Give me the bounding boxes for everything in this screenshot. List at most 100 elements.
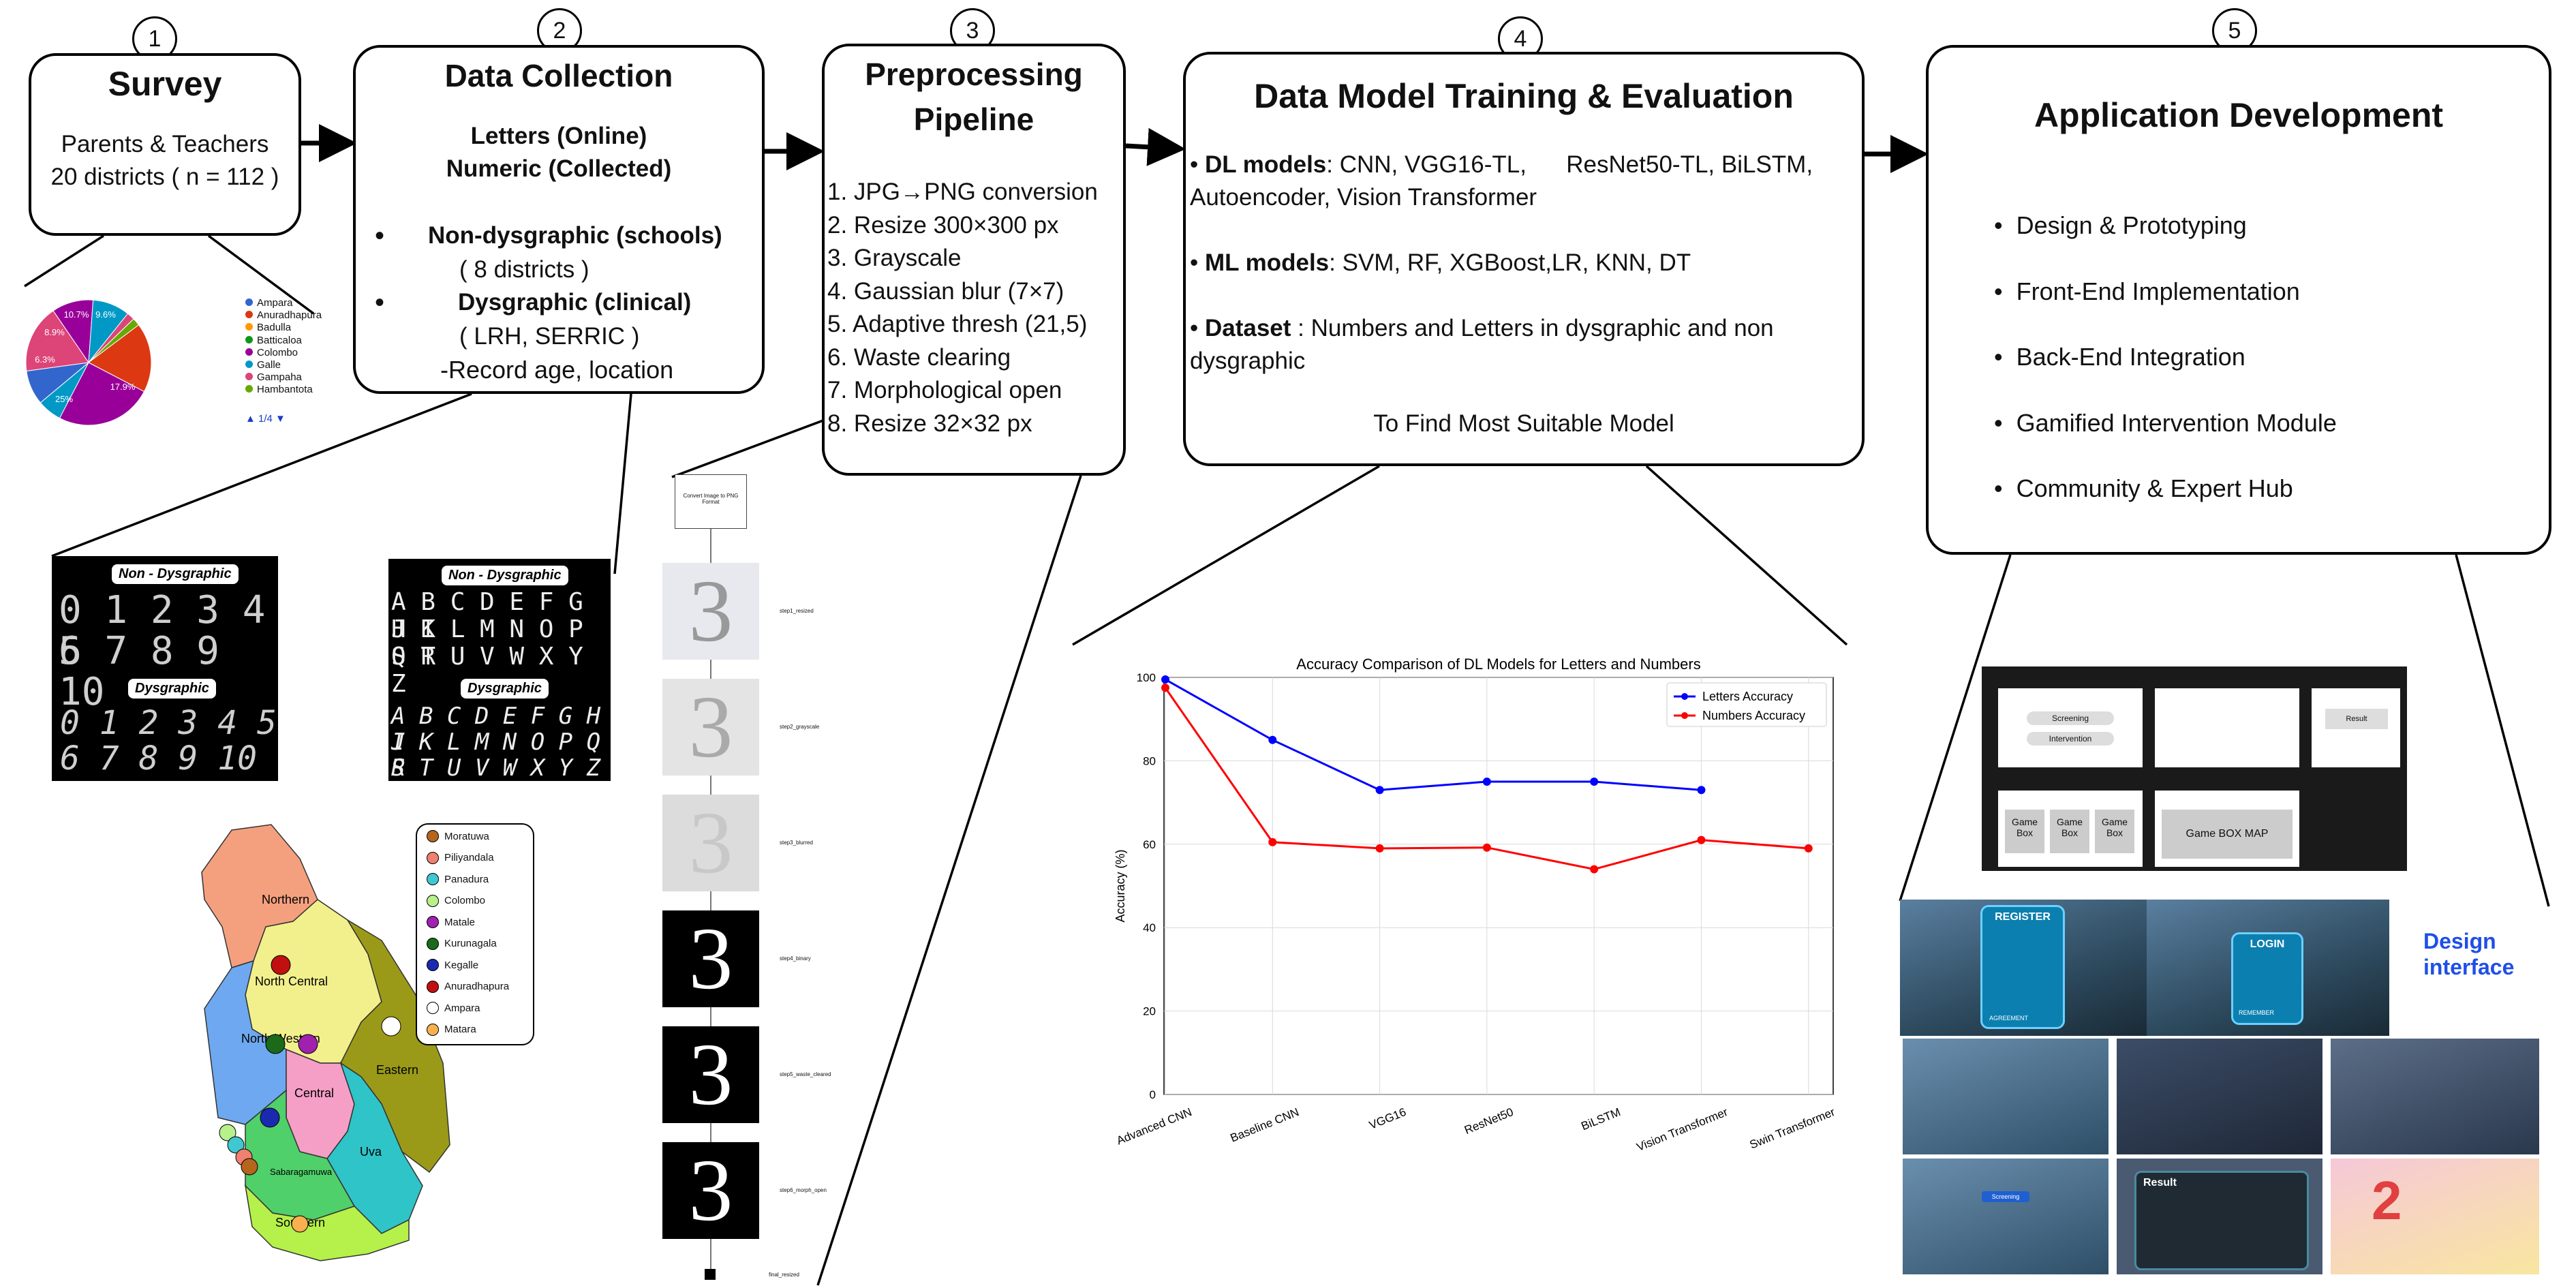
game-box-wire: Game Box — [2050, 810, 2089, 853]
app-dev-item: • Back-End Integration — [1994, 343, 2245, 371]
pie-legend-label: Gampaha — [257, 371, 302, 384]
legend-dot-icon — [427, 873, 439, 885]
nd-numbers-row2: 6 7 8 9 10 — [59, 629, 220, 714]
legend-dot-icon — [427, 980, 439, 993]
preprocessing-step: 8. Resize 32×32 px — [827, 410, 1032, 437]
register-screen: REGISTER AGREEMENT — [1900, 900, 2147, 1036]
app-dev-item-label: Design & Prototyping — [2016, 211, 2247, 239]
preprocessing-step: 1. JPG→PNG conversion — [827, 179, 1098, 205]
preprocessing-step: 4. Gaussian blur (7×7) — [827, 277, 1064, 305]
pipeline-step-label: step5_waste_cleared — [780, 1071, 831, 1077]
legend-dot-icon — [245, 311, 253, 319]
pie-legend-pager[interactable]: ▲ 1/4 ▼ — [245, 413, 286, 425]
preprocessing-step: 2. Resize 300×300 px — [827, 211, 1059, 239]
numbers-game-screen — [1903, 1039, 2109, 1154]
pipeline-end-marker — [705, 1269, 716, 1280]
legend-dot-icon — [245, 348, 253, 356]
register-panel: REGISTER AGREEMENT — [1980, 905, 2065, 1029]
d-label-numbers: Dysgraphic — [128, 679, 216, 699]
map-legend-item: Panadura — [427, 873, 489, 885]
preprocessing-step: 7. Morphological open — [827, 377, 1062, 403]
legend-dot-icon — [427, 894, 439, 907]
pipeline-step-image: 3 — [662, 910, 759, 1007]
map-legend-label: Matale — [444, 916, 476, 928]
map-legend-item: Colombo — [427, 894, 485, 907]
numbers-sample-image: Non - Dysgraphic 0 1 2 3 4 5 6 7 8 9 10 … — [52, 556, 278, 781]
screening-button[interactable]: Screening — [1982, 1191, 2029, 1202]
pie-legend-item: Anuradhapura — [245, 309, 322, 321]
nd-numbers-row1: 0 1 2 3 4 5 — [59, 588, 266, 673]
numeric-source: Numeric (Collected) — [446, 155, 672, 182]
map-legend-label: Anuradhapura — [444, 981, 510, 992]
dl-models-list: : CNN, VGG16-TL, ResNet50-TL, BiLSTM, — [1326, 151, 1813, 178]
preprocessing-box: Preprocessing Pipeline 1. JPG→PNG conver… — [822, 44, 1126, 476]
legend-dot-icon — [245, 373, 253, 381]
pie-legend-label: Hambantota — [257, 384, 313, 396]
map-legend-item: Ampara — [427, 1002, 480, 1014]
dysgraphic-clinics: ( LRH, SERRIC ) — [459, 323, 640, 350]
app-dev-item-label: Back-End Integration — [2016, 343, 2245, 371]
wireframe-slide-9: Game Box Game Box Game Box — [1998, 791, 2143, 867]
agreement-checkbox[interactable]: AGREEMENT — [1989, 1015, 2029, 1022]
pie-legend-item: Batticaloa — [245, 335, 302, 346]
non-dysgraphic-districts: ( 8 districts ) — [459, 256, 589, 283]
ml-models-list: : SVM, RF, XGBoost,LR, KNN, DT — [1329, 249, 1691, 276]
ml-models-label: ML models — [1204, 249, 1330, 276]
written-numbers-screen — [2331, 1039, 2539, 1154]
pie-legend-item: Hambantota — [245, 384, 313, 395]
design-interface-label: Design interface — [2423, 928, 2514, 980]
pie-legend-label: Anuradhapura — [257, 309, 322, 322]
pipeline-step-label: step2_grayscale — [780, 724, 820, 730]
bullet-dot: • — [375, 221, 385, 251]
zoom-lines — [24, 234, 2550, 1286]
preprocessing-step: 6. Waste clearing — [827, 343, 1011, 371]
app-dev-item-label: Gamified Intervention Module — [2016, 408, 2337, 437]
design-label-line-1: Design — [2423, 929, 2496, 953]
record-note: -Record age, location — [440, 356, 674, 384]
wireframe-slide-2 — [2155, 688, 2299, 767]
pipeline-step-label: step4_binary — [780, 955, 811, 962]
survey-line-2: 20 districts ( n = 112 ) — [50, 164, 279, 190]
game-box-wire: Game Box — [2005, 810, 2044, 853]
dataset-text: • Dataset : Numbers and Letters in dysgr… — [1190, 315, 1774, 374]
map-legend-item: Matale — [427, 916, 475, 928]
castle-screen — [2117, 1039, 2322, 1154]
legend-dot-icon — [427, 959, 439, 971]
result-screen: Result — [2117, 1159, 2322, 1274]
map-legend: Moratuwa Piliyandala Panadura Colombo Matale… — [416, 823, 534, 1045]
pipeline-step-image: 3 — [662, 563, 759, 660]
wireframe-slide-3: Result — [2312, 688, 2400, 767]
bullet-dot: • — [375, 288, 385, 318]
pipeline-axis — [710, 529, 711, 1274]
game-box-map-wire: Game BOX MAP — [2162, 810, 2293, 859]
dataset-desc-cont: dysgraphic — [1190, 348, 1306, 374]
preprocessing-title: Preprocessing Pipeline — [825, 52, 1123, 142]
register-title: REGISTER — [1995, 911, 2051, 923]
result-panel: Result — [2134, 1171, 2309, 1270]
learning-screen: 2 — [2331, 1159, 2539, 1274]
game-box-wire: Game Box — [2095, 810, 2134, 853]
legend-dot-icon — [245, 335, 253, 343]
wireframe-slide-1: Screening Intervention — [1998, 688, 2143, 767]
legend-dot-icon — [245, 298, 253, 306]
data-collection-title: Data Collection — [444, 58, 673, 93]
flow-arrows — [301, 124, 1929, 173]
legend-dot-icon — [427, 916, 439, 928]
wireframe-panel: Screening Intervention Result Game Box G… — [1982, 666, 2407, 871]
model-training-title: Data Model Training & Evaluation — [1254, 77, 1794, 115]
wireframe-slide-10: Game BOX MAP — [2155, 791, 2299, 867]
survey-box: Survey Parents & Teachers 20 districts (… — [29, 53, 301, 236]
map-legend-item: Anuradhapura — [427, 980, 510, 993]
ml-models-text: • ML models: SVM, RF, XGBoost,LR, KNN, D… — [1190, 249, 1691, 276]
pipeline-final-label: final_resized — [769, 1272, 799, 1278]
d-letters-row3: S T U V W X Y Z — [391, 754, 601, 782]
survey-line-1: Parents & Teachers — [61, 131, 269, 157]
dl-models-list-cont: Autoencoder, Vision Transformer — [1190, 184, 1537, 211]
big-digit-icon: 2 — [2372, 1170, 2402, 1231]
remember-checkbox[interactable]: REMEMBER — [2239, 1009, 2275, 1016]
pipeline-step-image: 3 — [662, 1142, 759, 1239]
legend-dot-icon — [245, 361, 253, 368]
pie-legend-label: Badulla — [257, 322, 292, 334]
legend-dot-icon — [427, 1023, 439, 1036]
